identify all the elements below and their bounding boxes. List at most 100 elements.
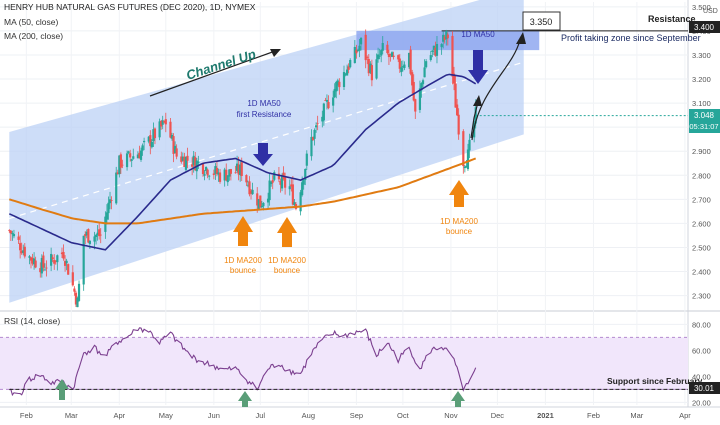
candle-body [116,172,119,175]
candle-body [45,267,48,269]
ma50-legend: MA (50, close) [4,17,58,27]
candle-body [246,184,250,186]
candle-body [305,153,308,166]
time-tick-label: Dec [491,411,505,420]
candle-body [454,83,457,108]
candle-body [249,191,253,194]
candle-body [407,52,411,68]
currency-label: USD [703,8,718,15]
candle-body [257,199,260,210]
candle-body [333,88,336,98]
candle-body [262,202,265,207]
candle-body [355,49,358,54]
time-tick-label: Nov [444,411,458,420]
candle-body [50,253,53,266]
candle-body [84,234,87,237]
candle-body [218,172,222,182]
rsi-green-arrow-1 [55,379,69,400]
candle-body [225,169,228,181]
candle-body [110,200,113,202]
bounce2-label-2: bounce [274,266,301,275]
time-tick-label: May [159,411,173,420]
candle-body [8,230,11,231]
candle-body [456,104,459,116]
candle-body [284,177,287,188]
time-tick-label: Feb [587,411,600,420]
candle-body [259,195,262,208]
time-tick-label: Mar [630,411,643,420]
ma50-first-resistance-arrow [253,143,273,166]
candle-body [336,80,339,86]
candle-body [121,164,124,166]
candle-body [347,66,350,70]
candle-body [93,236,96,242]
price-tick-label: 2.500 [692,243,711,252]
candle-body [94,234,98,237]
candle-body [118,155,121,175]
candle-body [367,58,370,74]
candle-body [73,288,76,292]
candle-body [229,169,232,174]
candle-body [139,150,143,160]
candle-body [271,180,274,183]
candle-body [313,129,316,139]
candle-body [130,159,133,161]
candle-body [434,47,437,56]
bounce2-label-1: 1D MA200 [268,256,306,265]
candle-body [153,128,157,139]
candle-body [163,121,166,123]
price-tick-label: 3.500 [692,3,711,12]
candle-body [325,99,329,102]
candle-body [197,161,200,164]
candle-body [451,35,454,77]
candle-body [311,137,315,140]
candle-body [169,121,172,138]
candle-body [74,292,78,305]
ma200-bounce-arrow-3 [449,180,469,207]
candle-body [390,52,394,57]
rsi-tick-label: 20.00 [692,398,711,407]
resistance-price-text: 3.400 [694,23,715,32]
candle-body [353,46,356,64]
chart-title: HENRY HUB NATURAL GAS FUTURES (DEC 2020)… [4,2,256,12]
candle-body [34,260,37,268]
candle-body [183,156,186,167]
candle-body [40,257,43,274]
candle-body [268,180,271,201]
channel-up-arrow [149,49,279,97]
candle-body [204,167,208,171]
candle-body [181,156,184,161]
candle-body [370,65,373,81]
candle-body [445,31,448,40]
candle-body [293,202,296,206]
time-tick-label: Apr [679,411,691,420]
candle-body [12,234,16,237]
ma50-top-arrow [468,50,488,84]
resistance-label: Resistance [648,14,696,24]
candle-body [54,260,57,262]
candle-body [206,169,209,176]
candle-body [214,166,217,174]
candle-body [429,55,432,61]
candle-body [17,236,20,240]
candle-body [291,184,294,205]
projection-arrowhead [516,32,526,44]
candle-body [141,145,144,151]
candle-body [358,45,361,51]
candle-body [356,50,360,51]
candle-body [359,37,363,45]
rsi-tick-label: 60.00 [692,346,711,355]
candle-body [376,54,380,60]
candle-body [228,169,231,177]
price-tick-label: 2.400 [692,268,711,277]
candle-body [440,44,443,48]
bounce3-label-2: bounce [446,227,473,236]
candle-body [332,97,335,106]
candle-body [107,202,110,214]
candle-body [421,80,425,85]
ma50-line [8,73,477,251]
ma200-line [8,157,477,225]
candle-body [108,199,112,204]
bounce1-label-2: bounce [230,266,257,275]
profit-zone-label: Profit taking zone since September [561,33,701,43]
